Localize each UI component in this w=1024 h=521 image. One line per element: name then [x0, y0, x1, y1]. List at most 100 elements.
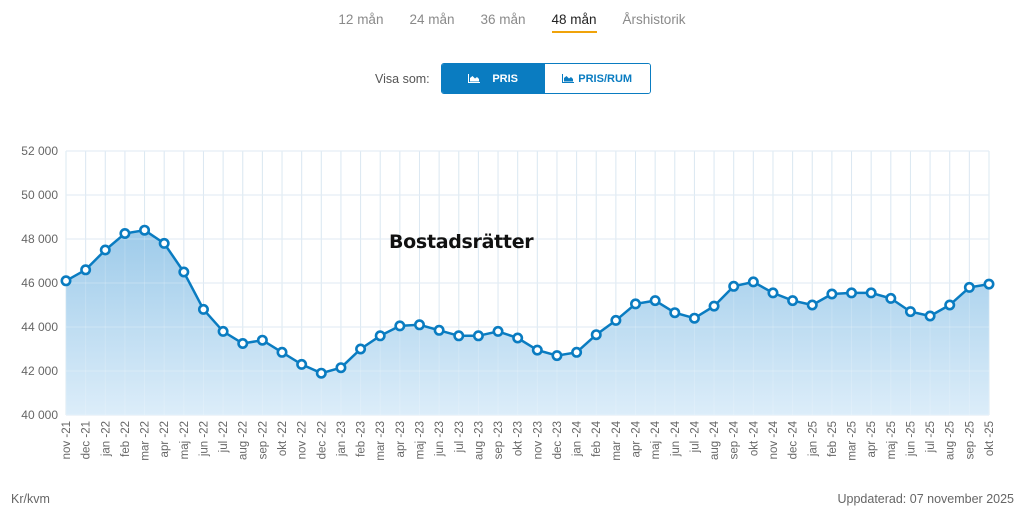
x-tick-label: feb -23 [356, 421, 368, 457]
data-point[interactable] [649, 295, 661, 307]
x-tick-label: nov -24 [768, 420, 780, 459]
x-tick-label: sep -23 [493, 421, 505, 459]
data-point[interactable] [787, 295, 799, 307]
x-tick-label: apr -25 [866, 421, 878, 457]
view-toggle-group: PRIS PRIS/RUM [440, 63, 651, 94]
data-point[interactable] [296, 358, 308, 370]
data-point[interactable] [904, 306, 916, 318]
y-axis: 40 000 42 000 44 000 46 000 48 000 50 000 52 0… [21, 144, 58, 422]
data-point[interactable] [99, 244, 111, 256]
x-tick-label: sep -24 [729, 420, 741, 459]
x-tick-label: aug -22 [238, 421, 250, 460]
y-tick-label: 50 000 [21, 188, 58, 202]
data-point[interactable] [806, 299, 818, 311]
data-point[interactable] [374, 330, 386, 342]
data-point[interactable] [551, 350, 563, 362]
data-point[interactable] [826, 288, 838, 300]
pris-button-label: PRIS [492, 72, 518, 85]
x-tick-label: feb -24 [591, 420, 603, 456]
x-tick-label: jun -23 [434, 421, 446, 457]
data-point[interactable] [630, 298, 642, 310]
x-tick-label: okt -22 [277, 421, 289, 456]
x-tick-label: aug -24 [709, 420, 721, 460]
x-tick-label: jun -24 [670, 420, 682, 457]
x-tick-label: aug -23 [473, 421, 485, 460]
x-tick-label: apr -22 [159, 421, 171, 457]
data-point[interactable] [197, 303, 209, 315]
data-point[interactable] [747, 276, 759, 288]
data-point[interactable] [237, 337, 249, 349]
data-point[interactable] [413, 319, 425, 331]
tab-arshistorik[interactable]: Årshistorik [622, 12, 686, 27]
x-tick-label: jan -25 [807, 421, 819, 457]
y-tick-label: 52 000 [21, 144, 58, 158]
pris-button[interactable]: PRIS [441, 64, 545, 93]
data-point[interactable] [315, 367, 327, 379]
x-tick-label: nov -23 [532, 421, 544, 459]
chart-area-fill [66, 230, 989, 415]
data-point[interactable] [139, 224, 151, 236]
data-point[interactable] [80, 264, 92, 276]
data-point[interactable] [885, 292, 897, 304]
tab-48-man[interactable]: 48 mån [551, 10, 597, 33]
data-point[interactable] [590, 329, 602, 341]
data-point[interactable] [276, 346, 288, 358]
x-tick-label: jun -25 [905, 421, 917, 457]
data-point[interactable] [178, 266, 190, 278]
data-point[interactable] [158, 237, 170, 249]
data-point[interactable] [767, 287, 779, 299]
data-point[interactable] [531, 344, 543, 356]
data-point[interactable] [453, 330, 465, 342]
data-point[interactable] [256, 334, 268, 346]
x-tick-label: mar -24 [611, 420, 623, 460]
data-point[interactable] [571, 346, 583, 358]
tab-36-man[interactable]: 36 mån [480, 12, 526, 27]
data-point[interactable] [119, 228, 131, 240]
y-tick-label: 48 000 [21, 232, 58, 246]
data-point[interactable] [669, 307, 681, 319]
x-tick-label: sep -25 [964, 421, 976, 459]
y-tick-label: 42 000 [21, 364, 58, 378]
x-tick-label: jan -24 [572, 420, 584, 457]
data-point[interactable] [688, 312, 700, 324]
x-tick-label: jan -22 [100, 421, 112, 457]
x-tick-label: feb -25 [827, 421, 839, 457]
data-point[interactable] [944, 299, 956, 311]
tab-24-man[interactable]: 24 mån [409, 12, 455, 27]
y-tick-label: 46 000 [21, 276, 58, 290]
data-point[interactable] [728, 280, 740, 292]
unit-label: Kr/kvm [11, 492, 50, 506]
data-point[interactable] [846, 287, 858, 299]
area-chart-icon [562, 74, 575, 83]
x-tick-label: feb -22 [120, 421, 132, 457]
tab-12-man[interactable]: 12 mån [338, 12, 384, 27]
data-point[interactable] [60, 275, 72, 287]
view-toggle: Visa som: PRIS PRIS/RUM [375, 63, 651, 94]
data-point[interactable] [492, 325, 504, 337]
view-toggle-label: Visa som: [375, 71, 430, 86]
data-point[interactable] [708, 300, 720, 312]
data-point[interactable] [472, 330, 484, 342]
x-tick-label: apr -24 [631, 420, 643, 457]
data-point[interactable] [217, 325, 229, 337]
x-tick-label: jul -25 [925, 421, 937, 453]
x-tick-label: maj -23 [414, 421, 426, 459]
data-point[interactable] [963, 281, 975, 293]
pris-rum-button[interactable]: PRIS/RUM [544, 64, 650, 93]
x-tick-label: okt -25 [984, 421, 996, 456]
chart-data-points [60, 224, 995, 379]
x-tick-label: apr -23 [395, 421, 407, 457]
data-point[interactable] [610, 314, 622, 326]
data-point[interactable] [983, 278, 995, 290]
data-point[interactable] [355, 343, 367, 355]
data-point[interactable] [394, 320, 406, 332]
x-tick-label: okt -24 [748, 420, 760, 456]
price-area-chart: 40 000 42 000 44 000 46 000 48 000 50 000 52 0… [21, 144, 996, 461]
data-point[interactable] [433, 324, 445, 336]
data-point[interactable] [924, 310, 936, 322]
data-point[interactable] [512, 332, 524, 344]
x-tick-label: jul -23 [454, 421, 466, 453]
data-point[interactable] [865, 287, 877, 299]
data-point[interactable] [335, 362, 347, 374]
x-tick-label: sep -22 [257, 421, 269, 459]
